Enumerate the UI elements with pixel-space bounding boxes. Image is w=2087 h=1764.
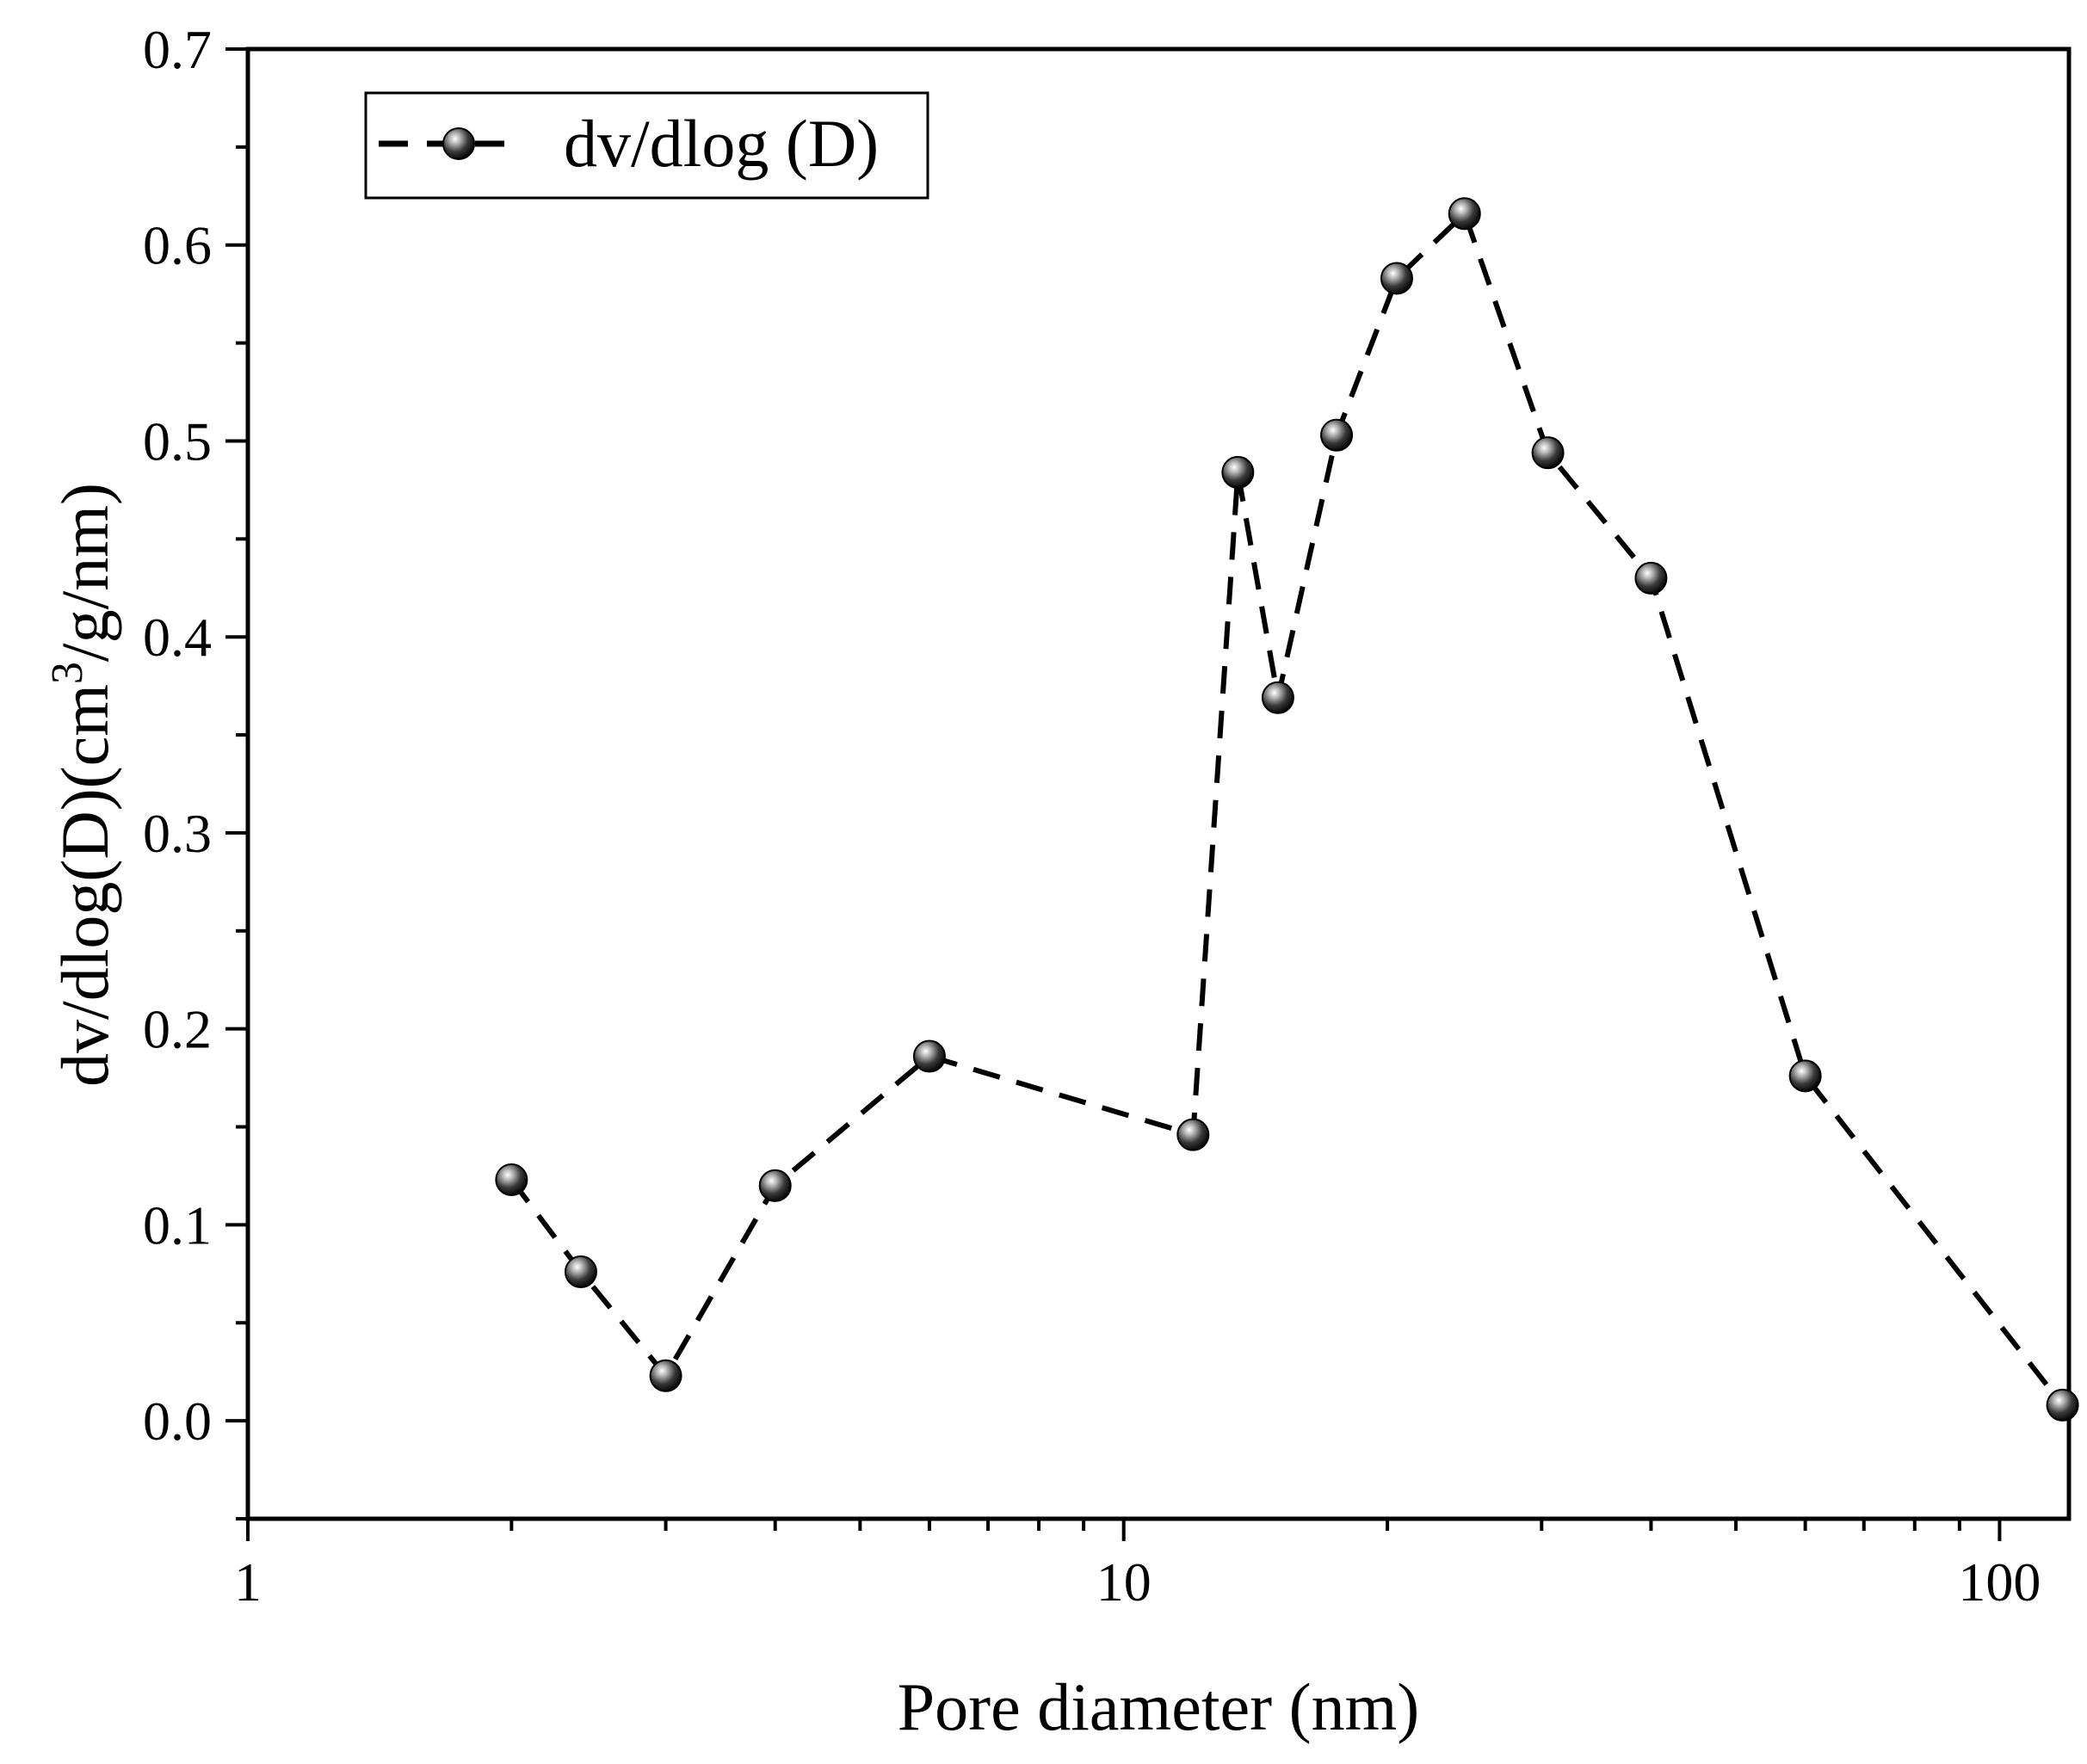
data-point (1531, 436, 1565, 470)
data-point (1634, 561, 1668, 595)
data-point (564, 1255, 597, 1289)
y-axis-title-main: dv/dlog(D)(cm (47, 684, 122, 1087)
y-tick-label: 0.7 (143, 19, 212, 80)
data-point (1380, 262, 1413, 295)
y-tick-label: 0.5 (143, 410, 212, 472)
data-point (1261, 681, 1294, 714)
legend: dv/dlog (D) (364, 91, 929, 200)
y-tick-label: 0.6 (143, 215, 212, 276)
x-tick-label: 10 (1096, 1551, 1152, 1613)
y-tick-label: 0.1 (143, 1194, 212, 1255)
y-tick-label: 0.2 (143, 999, 212, 1060)
data-point (1320, 418, 1354, 452)
data-point (1176, 1118, 1210, 1151)
data-point (758, 1169, 792, 1202)
y-tick-label: 0.3 (143, 803, 212, 864)
x-axis-ticks: 1 10 100 (234, 1519, 2041, 1613)
y-axis-title-superscript: 3 (43, 662, 92, 684)
data-point (495, 1163, 528, 1197)
plot-frame (245, 46, 2072, 1521)
data-point (1448, 197, 1481, 231)
series-line (509, 208, 2065, 1407)
data-point (1221, 455, 1255, 489)
data-point (649, 1359, 682, 1392)
y-axis-title: dv/dlog(D)(cm3/g/nm) (43, 483, 122, 1087)
plot-area: 1 10 100 0.0 0.1 0.2 0.3 0.4 0.5 0.6 0.7 (143, 19, 2079, 1613)
x-tick-label: 100 (1958, 1551, 2041, 1613)
series-layer (495, 197, 2079, 1422)
y-tick-label: 0.0 (143, 1391, 212, 1452)
y-axis-title-tail: /g/nm) (47, 483, 122, 662)
y-axis-ticks: 0.0 0.1 0.2 0.3 0.4 0.5 0.6 0.7 (143, 19, 248, 1520)
data-point (912, 1039, 946, 1073)
legend-marker (442, 127, 475, 160)
data-point (1788, 1059, 1822, 1093)
legend-label: dv/dlog (D) (564, 106, 879, 181)
y-tick-label: 0.4 (143, 607, 212, 668)
x-tick-label: 1 (234, 1551, 262, 1613)
data-point (2046, 1388, 2079, 1422)
x-axis-title: Pore diameter (nm) (898, 1669, 1419, 1744)
